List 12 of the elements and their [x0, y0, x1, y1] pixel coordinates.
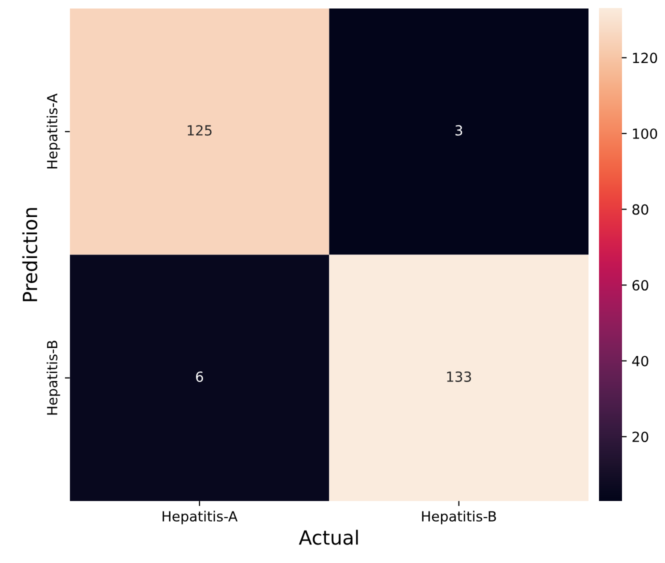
data-label: 133 — [447, 371, 471, 382]
y-axis-title: Prediction — [22, 208, 38, 302]
color-bar-label: 20 — [632, 432, 648, 442]
color-bar-label: 40 — [632, 356, 648, 366]
data-label: 125 — [188, 125, 212, 136]
color-bar-label: 80 — [632, 204, 648, 215]
data-label: 6 — [196, 371, 204, 382]
data-label: 3 — [455, 125, 462, 136]
color-bar-label: 60 — [632, 280, 648, 291]
color-bar-label: 100 — [633, 128, 658, 139]
x-axis-title: Actual — [298, 530, 358, 545]
color-bar-label: 120 — [633, 52, 658, 64]
